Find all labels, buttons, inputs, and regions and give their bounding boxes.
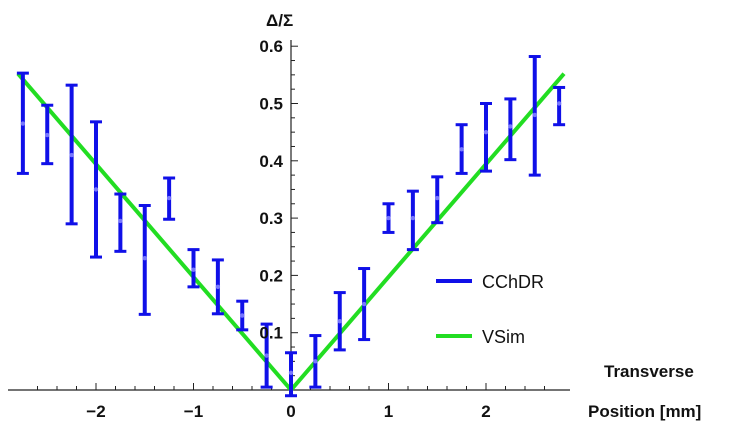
- cchdr-point: [362, 302, 366, 306]
- cchdr-errorbar: [529, 57, 541, 176]
- cchdr-point: [313, 359, 317, 363]
- cchdr-point: [435, 196, 439, 200]
- x-tick-label: 2: [481, 402, 490, 421]
- cchdr-errorbar: [236, 301, 248, 330]
- cchdr-point: [386, 216, 390, 220]
- cchdr-point: [216, 285, 220, 289]
- cchdr-point: [338, 319, 342, 323]
- cchdr-point: [118, 219, 122, 223]
- y-tick-label: 0.5: [259, 95, 283, 114]
- x-tick-label: −2: [86, 402, 105, 421]
- cchdr-point: [240, 313, 244, 317]
- cchdr-point: [557, 101, 561, 105]
- cchdr-point: [508, 124, 512, 128]
- y-tick-label: 0.2: [259, 266, 283, 285]
- x-tick-label: 0: [286, 402, 295, 421]
- cchdr-errorbar: [90, 122, 102, 257]
- x-axis-title-line2: Position [mm]: [588, 402, 701, 421]
- cchdr-point: [45, 133, 49, 137]
- cchdr-errorbar: [139, 205, 151, 314]
- x-axis-title-line1: Transverse: [604, 362, 694, 381]
- cchdr-point: [69, 153, 73, 157]
- cchdr-errorbar: [66, 85, 78, 224]
- cchdr-errorbar: [285, 353, 297, 396]
- cchdr-point: [411, 216, 415, 220]
- cchdr-point: [94, 187, 98, 191]
- cchdr-errorbar: [17, 73, 29, 173]
- x-tick-label: −1: [184, 402, 203, 421]
- legend: CChDR VSim: [436, 272, 544, 347]
- cchdr-point: [264, 353, 268, 357]
- cchdr-point: [484, 130, 488, 134]
- cchdr-errorbar: [553, 87, 565, 124]
- legend-label-vsim: VSim: [482, 327, 525, 347]
- cchdr-errorbar: [114, 194, 126, 251]
- y-tick-label: 0.6: [259, 37, 283, 56]
- cchdr-errorbar: [383, 204, 395, 233]
- y-tick-label: 0.3: [259, 209, 283, 228]
- cchdr-point: [143, 256, 147, 260]
- cchdr-point: [533, 113, 537, 117]
- y-tick-label: 0.4: [259, 152, 283, 171]
- y-axis-title: Δ/Σ: [266, 11, 293, 30]
- legend-label-cchdr: CChDR: [482, 272, 544, 292]
- cchdr-point: [21, 121, 25, 125]
- cchdr-errorbar: [212, 260, 224, 314]
- cchdr-point: [191, 267, 195, 271]
- cchdr-point: [459, 147, 463, 151]
- cchdr-point: [167, 196, 171, 200]
- cchdr-errorbar: [358, 269, 370, 340]
- cchdr-errorbar: [309, 336, 321, 388]
- x-tick-label: 1: [384, 402, 393, 421]
- cchdr-point: [289, 371, 293, 375]
- cchdr-errorbar: [163, 178, 175, 219]
- cchdr-errorbar: [407, 191, 419, 249]
- y-tick-label: 0.1: [259, 324, 283, 343]
- cchdr-errorbar: [456, 125, 468, 174]
